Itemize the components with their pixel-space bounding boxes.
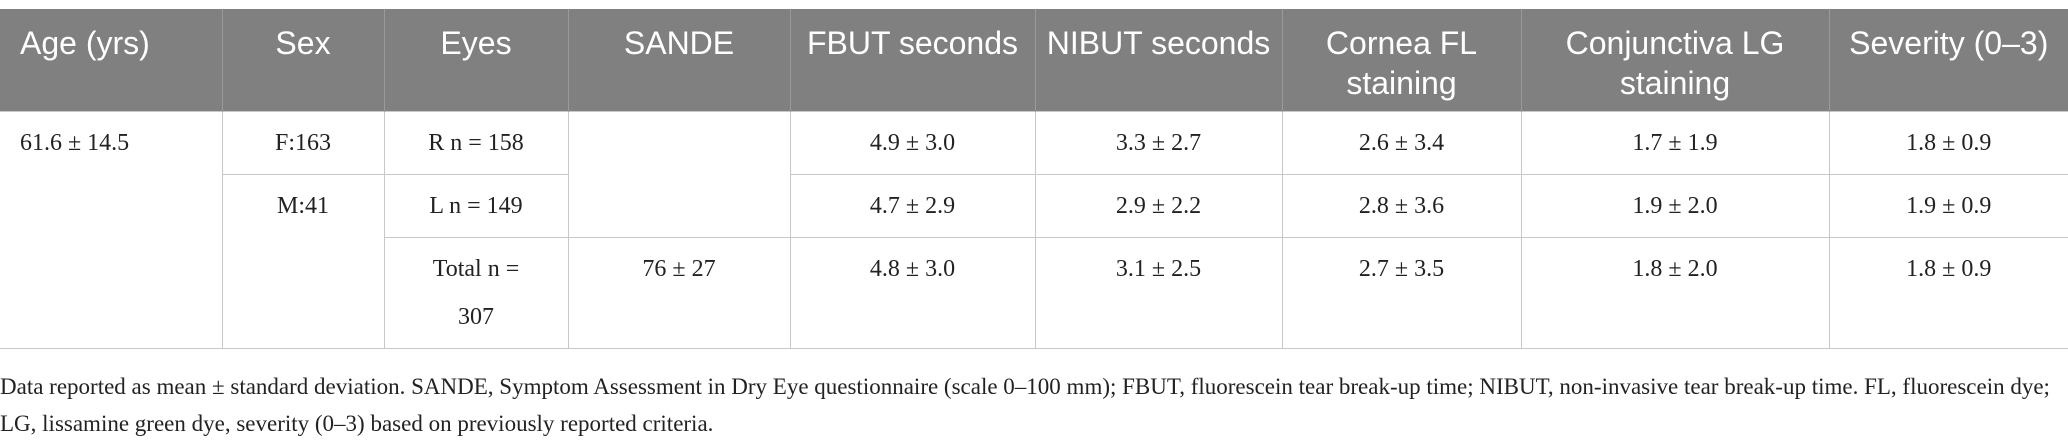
column-header: Conjunctiva LG staining xyxy=(1520,9,1829,112)
column-header: Sex xyxy=(221,9,384,112)
cell: 1.7 ± 1.9 xyxy=(1520,111,1830,175)
cell: 1.8 ± 2.0 xyxy=(1520,237,1830,349)
row: 61.6 ± 14.5 F:163 R n = 158 4.9 ± 3.0 3.3… xyxy=(0,111,2068,349)
cell: 76 ± 27 xyxy=(567,237,791,349)
column-header: SANDE xyxy=(567,9,790,112)
column-header: Cornea FL staining xyxy=(1281,9,1521,112)
cell: 1.9 ± 0.9 xyxy=(1828,174,2068,238)
cell: 1.8 ± 0.9 xyxy=(1828,237,2068,349)
cell xyxy=(567,111,791,238)
column-header: Eyes xyxy=(383,9,568,112)
cell: 2.6 ± 3.4 xyxy=(1281,111,1522,175)
footnote: Data reported as mean ± standard deviati… xyxy=(0,374,2050,436)
cell: 4.9 ± 3.0 xyxy=(789,111,1036,175)
row: Total n = 307 76 ± 27 4.8 ± 3.0 3.1 ± 2.5… xyxy=(0,237,2068,349)
cell: 2.9 ± 2.2 xyxy=(1034,174,1283,238)
column-header: Age (yrs) xyxy=(0,9,222,112)
cell: 2.7 ± 3.5 xyxy=(1281,237,1522,349)
cell: Total n = 307 xyxy=(383,237,569,349)
cell: 2.8 ± 3.6 xyxy=(1281,174,1522,238)
column-header: NIBUT seconds xyxy=(1034,9,1282,112)
cell: R n = 158 xyxy=(383,111,569,175)
column-header: FBUT seconds xyxy=(789,9,1035,112)
cell: L n = 149 xyxy=(383,174,569,238)
cell: 61.6 ± 14.5 xyxy=(0,111,223,349)
cell: 3.1 ± 2.5 xyxy=(1034,237,1283,349)
cell: 1.9 ± 2.0 xyxy=(1520,174,1830,238)
row: M:41 L n = 149 4.7 ± 2.9 2.9 ± 2.2 2.8 ± 3… xyxy=(0,174,2068,349)
cell: 4.7 ± 2.9 xyxy=(789,174,1036,238)
cell: F:163 xyxy=(221,111,385,175)
header-row: Age (yrs) Sex Eyes SANDE FBUT seconds NIBUT s… xyxy=(0,9,2068,112)
cell: M:41 xyxy=(221,174,385,349)
cell: 4.8 ± 3.0 xyxy=(789,237,1036,349)
column-header: Severity (0–3) xyxy=(1828,9,2068,112)
cell: 3.3 ± 2.7 xyxy=(1034,111,1283,175)
data-table: Age (yrs) Sex Eyes SANDE FBUT seconds NIBUT s… xyxy=(0,9,2068,349)
cell: 1.8 ± 0.9 xyxy=(1828,111,2068,175)
